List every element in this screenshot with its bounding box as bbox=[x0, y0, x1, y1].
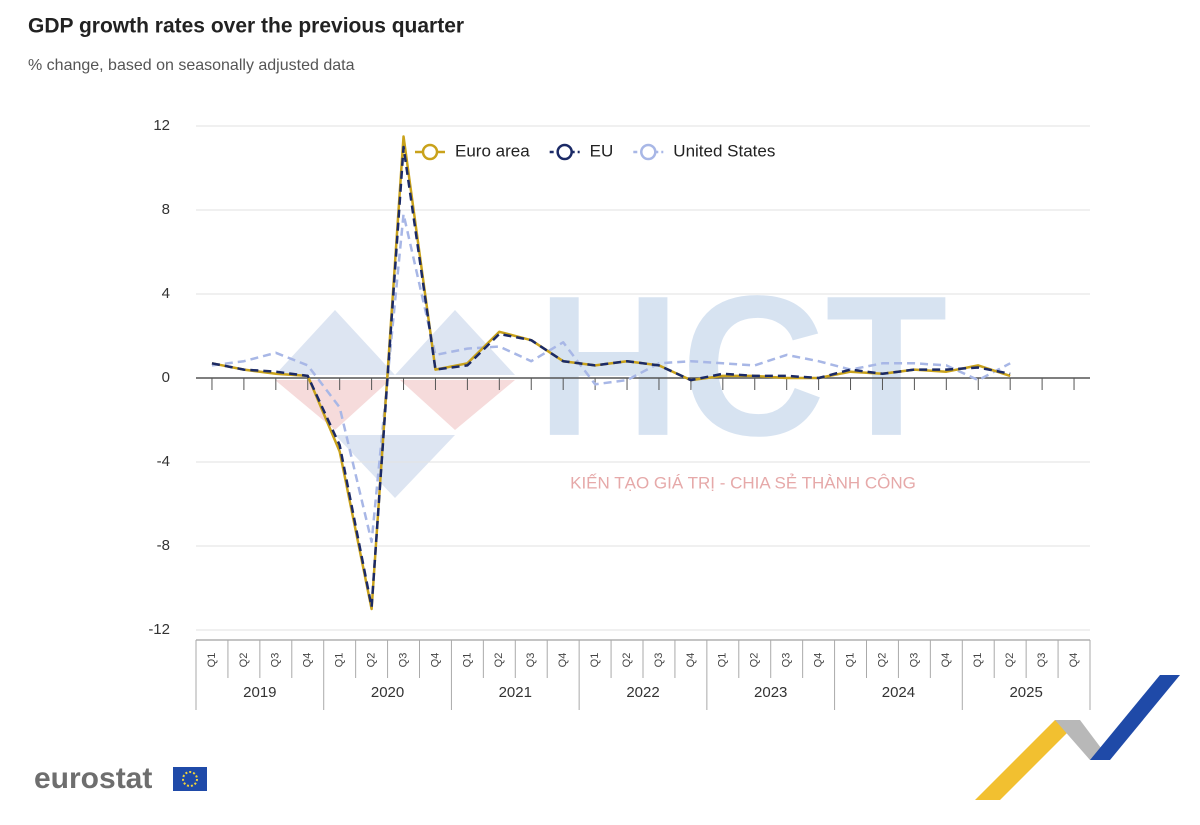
x-group-label: 2024 bbox=[882, 684, 915, 701]
x-group-label: 2021 bbox=[499, 684, 532, 701]
x-tick-label: Q4 bbox=[685, 653, 697, 668]
x-tick-label: Q1 bbox=[717, 653, 729, 668]
x-tick-label: Q1 bbox=[844, 653, 856, 668]
y-tick-label: 0 bbox=[162, 369, 170, 386]
footer-logo: eurostat bbox=[34, 762, 152, 795]
legend-marker bbox=[556, 143, 573, 161]
series-line bbox=[211, 145, 1011, 609]
x-group-label: 2019 bbox=[243, 684, 276, 701]
x-tick-label: Q2 bbox=[621, 653, 633, 668]
legend-label: EU bbox=[590, 141, 614, 160]
watermark-shape bbox=[275, 380, 390, 430]
x-tick-label: Q3 bbox=[908, 653, 920, 668]
x-tick-label: Q2 bbox=[238, 653, 250, 668]
x-tick-label: Q1 bbox=[334, 653, 346, 668]
y-tick-label: -8 bbox=[157, 537, 170, 554]
legend-marker bbox=[421, 143, 439, 161]
x-group-label: 2022 bbox=[626, 684, 659, 701]
x-tick-label: Q4 bbox=[813, 653, 825, 668]
y-tick-label: 4 bbox=[162, 285, 170, 302]
x-tick-label: Q1 bbox=[972, 653, 984, 668]
legend-label: Euro area bbox=[455, 141, 530, 160]
x-tick-label: Q2 bbox=[1004, 653, 1016, 668]
x-tick-label: Q4 bbox=[429, 653, 441, 668]
x-tick-label: Q1 bbox=[589, 653, 601, 668]
series-line bbox=[211, 135, 1011, 611]
eu-flag-stars bbox=[182, 771, 198, 787]
chart-subtitle: % change, based on seasonally adjusted d… bbox=[28, 57, 355, 74]
watermark-shape bbox=[395, 310, 515, 375]
chart-title: GDP growth rates over the previous quart… bbox=[28, 15, 464, 38]
legend-label: United States bbox=[673, 141, 775, 160]
x-tick-label: Q3 bbox=[270, 653, 282, 668]
logo-shape bbox=[975, 720, 1080, 800]
y-tick-label: -4 bbox=[157, 453, 170, 470]
logo-shape bbox=[1090, 675, 1180, 760]
y-tick-label: 12 bbox=[153, 117, 170, 134]
x-group-label: 2025 bbox=[1009, 684, 1042, 701]
x-tick-label: Q2 bbox=[493, 653, 505, 668]
logo-shape bbox=[1055, 720, 1110, 760]
x-tick-label: Q3 bbox=[1036, 653, 1048, 668]
watermark-shape bbox=[335, 435, 455, 498]
legend-marker bbox=[640, 143, 657, 161]
x-tick-label: Q1 bbox=[461, 653, 473, 668]
watermark-logo: HCT bbox=[536, 255, 947, 478]
x-tick-label: Q4 bbox=[940, 653, 952, 668]
x-group-label: 2020 bbox=[371, 684, 404, 701]
watermark-shape bbox=[275, 310, 395, 375]
x-tick-label: Q2 bbox=[366, 653, 378, 668]
x-tick-label: Q2 bbox=[749, 653, 761, 668]
x-tick-label: Q2 bbox=[876, 653, 888, 668]
x-tick-label: Q4 bbox=[302, 653, 314, 668]
watermark-tagline: KIẾN TẠO GIÁ TRỊ - CHIA SẺ THÀNH CÔNG bbox=[570, 473, 916, 492]
watermark-shape bbox=[400, 380, 515, 430]
y-tick-label: 8 bbox=[162, 201, 170, 218]
x-tick-label: Q3 bbox=[653, 653, 665, 668]
x-tick-label: Q3 bbox=[781, 653, 793, 668]
x-tick-label: Q4 bbox=[1068, 653, 1080, 668]
x-tick-label: Q4 bbox=[557, 653, 569, 668]
x-tick-label: Q3 bbox=[397, 653, 409, 668]
y-tick-label: -12 bbox=[148, 621, 170, 638]
watermark: HCT bbox=[275, 255, 948, 498]
x-tick-label: Q1 bbox=[206, 653, 218, 668]
x-group-label: 2023 bbox=[754, 684, 787, 701]
eu-flag bbox=[173, 767, 207, 791]
x-tick-label: Q3 bbox=[525, 653, 537, 668]
series-line bbox=[211, 212, 1011, 544]
